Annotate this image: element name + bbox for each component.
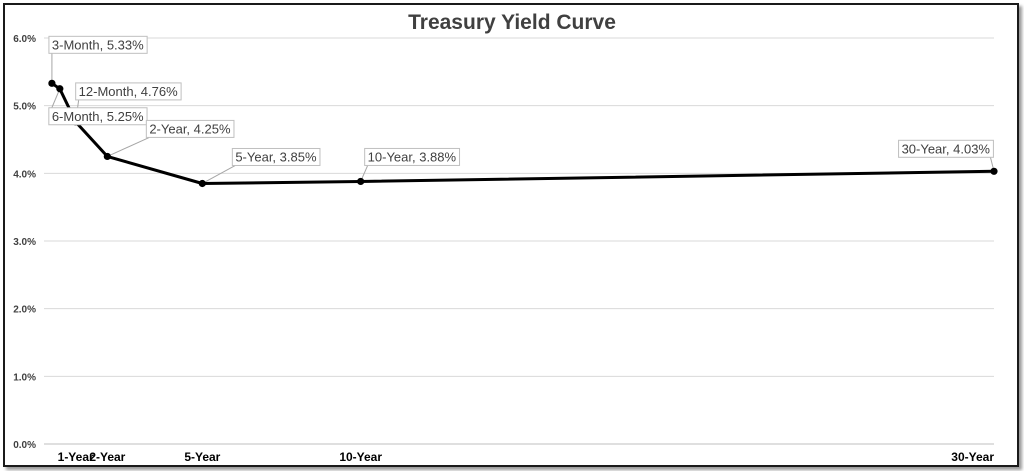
data-point bbox=[56, 85, 64, 93]
label-leader-line bbox=[202, 165, 236, 184]
x-tick-label: 1-Year bbox=[58, 450, 94, 464]
data-label: 5-Year, 3.85% bbox=[235, 149, 317, 164]
data-point bbox=[198, 179, 206, 188]
data-label-box bbox=[364, 147, 461, 166]
x-tick-label: 2-Year bbox=[89, 450, 125, 464]
data-label: 3-Month, 5.33% bbox=[52, 37, 144, 52]
data-point bbox=[48, 79, 56, 87]
chart-title: Treasury Yield Curve bbox=[408, 11, 616, 34]
data-label-box bbox=[75, 82, 182, 101]
y-tick-label: 1.0% bbox=[13, 372, 36, 383]
data-label-box bbox=[231, 147, 321, 166]
y-tick-label: 3.0% bbox=[13, 237, 36, 248]
y-tick-label: 0.0% bbox=[13, 440, 36, 451]
data-label-box bbox=[48, 35, 148, 54]
data-point bbox=[357, 177, 365, 186]
data-label-box bbox=[145, 119, 235, 138]
data-label: 30-Year, 4.03% bbox=[902, 141, 991, 156]
y-tick-label: 5.0% bbox=[13, 102, 36, 113]
chart-frame bbox=[3, 3, 1019, 467]
data-label: 10-Year, 3.88% bbox=[368, 149, 457, 164]
data-label: 12-Month, 4.76% bbox=[79, 84, 178, 99]
data-label: 6-Month, 5.25% bbox=[52, 109, 144, 124]
data-point bbox=[990, 167, 998, 175]
y-tick-label: 6.0% bbox=[13, 34, 36, 45]
data-point bbox=[103, 152, 111, 161]
x-tick-label: 10-Year bbox=[339, 450, 382, 464]
label-leader-line bbox=[107, 136, 150, 157]
y-tick-label: 2.0% bbox=[13, 305, 36, 316]
data-label-box bbox=[48, 107, 148, 126]
x-tick-label: 30-Year bbox=[951, 450, 994, 464]
data-label: 2-Year, 4.25% bbox=[149, 121, 231, 136]
y-tick-label: 4.0% bbox=[13, 169, 36, 180]
x-tick-label: 5-Year bbox=[184, 450, 220, 464]
data-label-box bbox=[898, 139, 994, 158]
